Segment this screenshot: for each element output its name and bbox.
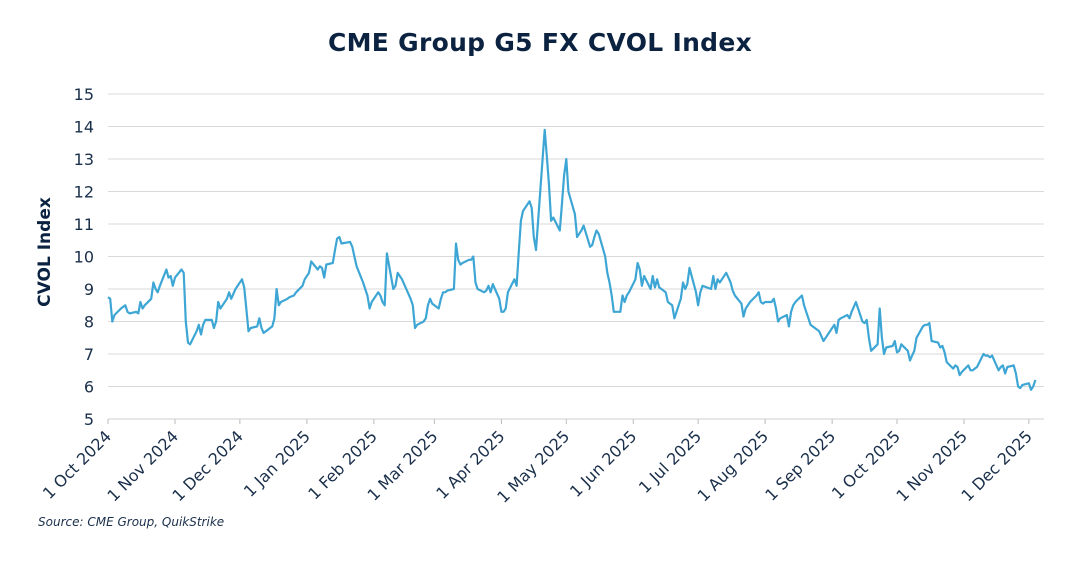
y-tick-label: 6	[84, 378, 94, 397]
x-tick-label: 1 Jul 2025	[635, 427, 705, 497]
source-note: Source: CME Group, QuikStrike	[38, 515, 225, 529]
series-line	[107, 128, 1037, 391]
gridlines	[108, 93, 1044, 387]
x-tick-label: 1 Jun 2025	[566, 427, 640, 501]
y-tick-label: 12	[74, 183, 94, 202]
y-tick-label: 14	[74, 118, 94, 137]
y-tick-label: 7	[84, 345, 94, 364]
y-axis-ticks: 5 6 7 8 9 10 11 12 13 14 15	[74, 85, 94, 429]
y-axis-label: CVOL Index	[35, 197, 55, 307]
y-tick-label: 15	[74, 85, 94, 104]
y-tick-label: 10	[74, 248, 94, 267]
x-tick-label: 1 Aug 2025	[694, 427, 773, 506]
y-tick-label: 11	[74, 215, 94, 234]
x-tick-label: 1 Jan 2025	[240, 427, 314, 501]
y-tick-label: 13	[74, 150, 94, 169]
y-tick-label: 8	[84, 313, 94, 332]
x-tick-label: 1 Sep 2025	[761, 427, 839, 505]
chart-title: CME Group G5 FX CVOL Index	[327, 28, 753, 57]
y-tick-label: 9	[84, 280, 94, 299]
y-tick-label: 5	[84, 410, 94, 429]
